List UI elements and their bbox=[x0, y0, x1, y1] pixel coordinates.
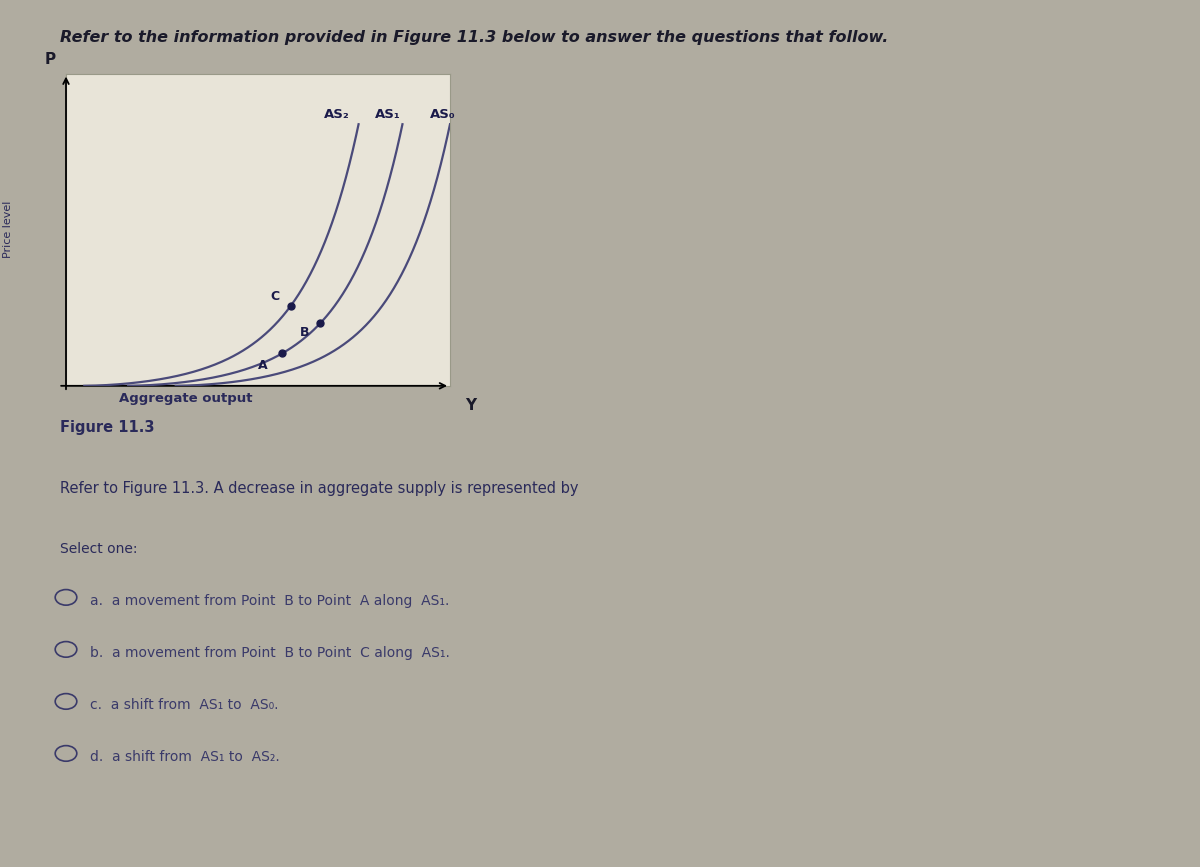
Text: b.  a movement from Point  B to Point  C along  AS₁.: b. a movement from Point B to Point C al… bbox=[90, 646, 450, 660]
Text: A: A bbox=[258, 359, 268, 372]
Text: B: B bbox=[300, 326, 310, 339]
Text: d.  a shift from  AS₁ to  AS₂.: d. a shift from AS₁ to AS₂. bbox=[90, 750, 280, 764]
Text: C: C bbox=[271, 290, 280, 303]
Text: c.  a shift from  AS₁ to  AS₀.: c. a shift from AS₁ to AS₀. bbox=[90, 698, 278, 712]
Text: AS₁: AS₁ bbox=[374, 108, 401, 121]
Text: Y: Y bbox=[466, 398, 476, 414]
Text: P: P bbox=[46, 52, 56, 68]
Text: Figure 11.3: Figure 11.3 bbox=[60, 420, 155, 435]
Text: Price level: Price level bbox=[4, 201, 13, 258]
Text: a.  a movement from Point  B to Point  A along  AS₁.: a. a movement from Point B to Point A al… bbox=[90, 594, 449, 608]
Text: Refer to the information provided in Figure 11.3 below to answer the questions t: Refer to the information provided in Fig… bbox=[60, 30, 888, 45]
Text: AS₀: AS₀ bbox=[430, 108, 456, 121]
Text: Select one:: Select one: bbox=[60, 542, 138, 556]
Text: Aggregate output: Aggregate output bbox=[119, 392, 253, 405]
Text: Refer to Figure 11.3. A decrease in aggregate supply is represented by: Refer to Figure 11.3. A decrease in aggr… bbox=[60, 481, 578, 496]
Text: AS₂: AS₂ bbox=[324, 108, 349, 121]
